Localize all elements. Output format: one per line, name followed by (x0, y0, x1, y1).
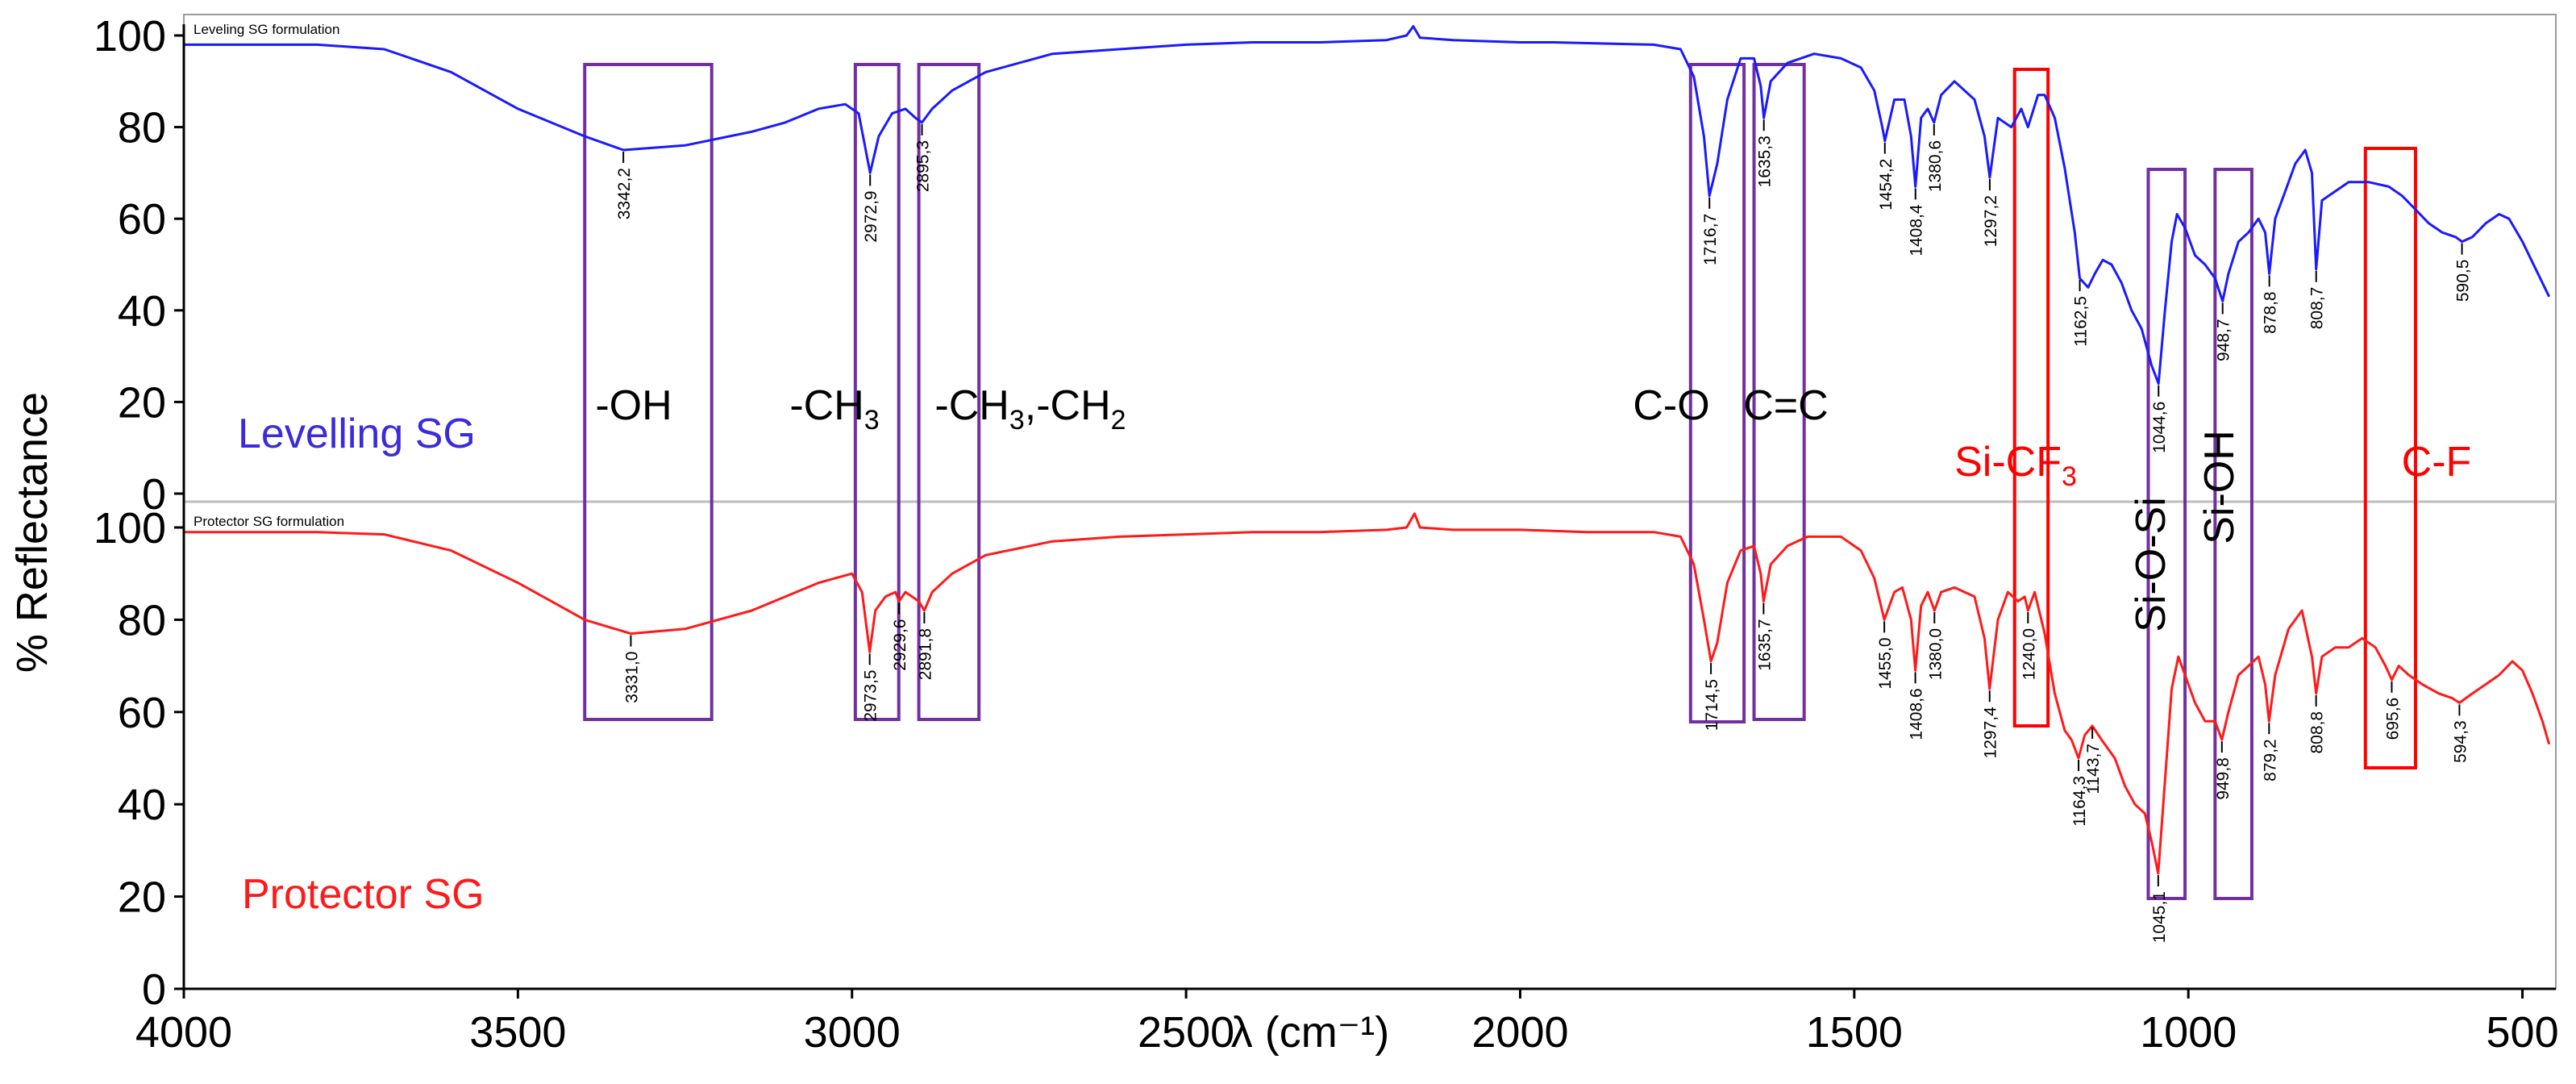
peak-label-1-2: 2929,6 (891, 619, 909, 671)
peak-label-1-5: 1635,7 (1755, 619, 1774, 671)
y-tick-label-top-4: 20 (118, 378, 166, 427)
band-label-2: -CH3,-CH2 (934, 382, 1126, 436)
peak-label-1-0: 3331,0 (622, 652, 641, 703)
peak-label-1-10: 1240,0 (2020, 628, 2038, 680)
peak-label-1-12: 1143,7 (2084, 744, 2103, 794)
band-label-6: Si-O-Si (2128, 497, 2174, 632)
spectra (184, 25, 2551, 875)
x-tick-label-7: 500 (2487, 1008, 2559, 1057)
peak-label-1-14: 949,8 (2214, 757, 2233, 800)
x-tick-label-2: 3000 (804, 1008, 901, 1057)
peak-label-1-3: 2891,8 (916, 628, 934, 680)
y-tick-label-bottom-0: 100 (94, 504, 166, 552)
peak-label-0-3: 1716,7 (1701, 214, 1720, 265)
band-label-0: -OH (595, 382, 672, 429)
peak-label-1-13: 1045,1 (2150, 891, 2169, 943)
peak-label-1-17: 695,6 (2383, 698, 2402, 740)
y-axis-title: % Reflectance (8, 392, 56, 673)
band-label-3: C-O (1633, 382, 1709, 429)
peak-label-0-10: 1044,6 (2150, 402, 2169, 453)
x-axis-title: λ (cm⁻¹) (1231, 1008, 1389, 1057)
peak-label-1-18: 594,3 (2451, 720, 2470, 763)
peak-label-0-9: 1162,5 (2072, 296, 2091, 347)
peak-label-0-1: 2972,9 (862, 190, 880, 242)
series-note-0: Leveling SG formulation (194, 22, 339, 37)
band-box-5 (2012, 68, 2050, 728)
peak-label-0-7: 1380,6 (1926, 140, 1945, 192)
band-label-5: Si-CF3 (1954, 439, 2077, 492)
band-box-2 (917, 63, 981, 721)
y-tick-label-bottom-3: 40 (118, 781, 166, 829)
band-box-4 (1752, 63, 1806, 721)
peak-label-0-5: 1454,2 (1877, 159, 1896, 211)
band-box-8 (2363, 147, 2417, 769)
y-tick-label-top-2: 60 (118, 195, 166, 244)
peak-label-0-4: 1635,3 (1756, 136, 1775, 187)
peak-label-1-11: 1164,3 (2070, 776, 2089, 827)
band-label-1: -CH3 (789, 382, 879, 436)
y-tick-label-top-3: 40 (118, 287, 166, 336)
y-tick-label-bottom-2: 60 (118, 689, 166, 737)
peak-label-0-11: 948,7 (2215, 319, 2233, 361)
peak-label-0-0: 3342,2 (615, 168, 634, 219)
y-tick-label-bottom-5: 0 (142, 965, 166, 1014)
series-line-protector (184, 512, 2551, 875)
y-tick-label-top-5: 0 (142, 470, 166, 519)
y-tick-label-top-0: 100 (94, 12, 166, 60)
peak-label-1-4: 1714,5 (1703, 679, 1721, 731)
band-box-0 (583, 63, 714, 721)
peak-label-0-12: 878,8 (2262, 291, 2280, 334)
series-name-0: Levelling SG (238, 411, 476, 457)
band-label-7: Si-OH (2196, 430, 2243, 544)
assignment-bands (583, 63, 2417, 900)
peak-annotations: 3342,2 2972,9 2895,3 1716,7 1635,3 1454,2 1408… (615, 119, 2473, 943)
y-tick-label-bottom-1: 80 (118, 596, 166, 644)
series-name-1: Protector SG (242, 871, 485, 918)
peak-label-1-6: 1455,0 (1876, 637, 1895, 689)
x-tick-label-6: 1000 (2140, 1008, 2237, 1057)
x-tick-label-5: 1500 (1806, 1008, 1903, 1057)
x-tick-label-1: 3500 (469, 1008, 566, 1057)
series-line-levelling (184, 25, 2551, 386)
x-tick-label-0: 4000 (135, 1008, 232, 1057)
band-box-1 (853, 63, 901, 721)
x-tick-label-4: 2000 (1471, 1008, 1568, 1057)
peak-label-1-8: 1380,0 (1926, 628, 1945, 680)
band-box-6 (2146, 168, 2187, 900)
peak-label-0-6: 1408,4 (1908, 204, 1926, 256)
peak-label-0-13: 808,7 (2308, 287, 2327, 330)
peak-label-0-8: 1297,2 (1982, 195, 2000, 247)
y-tick-label-bottom-4: 20 (118, 873, 166, 922)
band-label-4: C=C (1743, 382, 1828, 429)
peak-label-0-2: 2895,3 (914, 140, 933, 192)
chart-text: Leveling SG formulation Protector SG form… (194, 22, 2471, 918)
peak-label-0-14: 590,5 (2454, 260, 2473, 302)
band-box-3 (1688, 63, 1746, 723)
peak-label-1-16: 808,8 (2308, 711, 2327, 754)
y-tick-label-top-1: 80 (118, 104, 166, 152)
series-note-1: Protector SG formulation (194, 514, 344, 529)
peak-label-1-15: 879,2 (2261, 739, 2279, 782)
peak-label-1-1: 2973,5 (862, 669, 880, 721)
peak-label-1-7: 1408,6 (1908, 688, 1926, 740)
x-tick-label-3: 2500 (1138, 1008, 1234, 1057)
band-box-7 (2213, 168, 2253, 900)
band-label-8: C-F (2402, 439, 2472, 486)
peak-label-1-9: 1297,4 (1982, 707, 2000, 759)
